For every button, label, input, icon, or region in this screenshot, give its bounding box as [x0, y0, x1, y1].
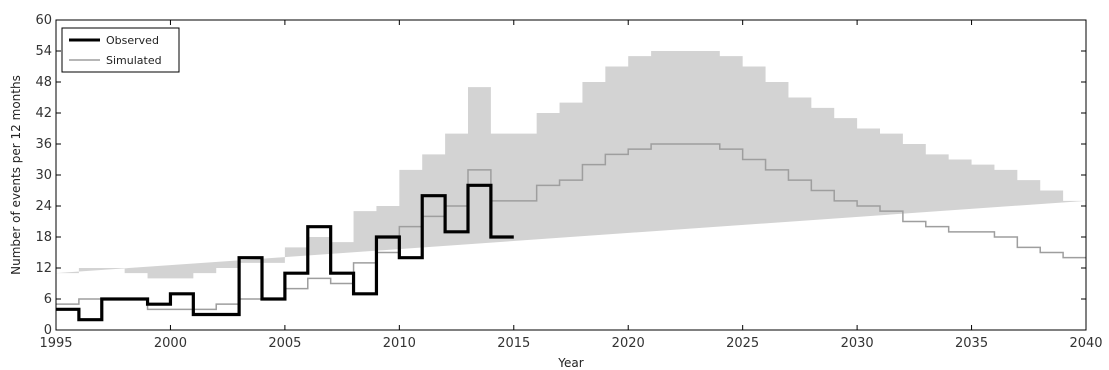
series-line-observed [56, 183, 514, 322]
y-tick-label: 48 [35, 75, 52, 90]
x-tick-label: 2010 [383, 336, 416, 351]
x-tick-label: 2025 [726, 336, 759, 351]
x-axis: 1995 2000 2005 2010 2015 2020 2025 2030 2035 2040 [39, 20, 1103, 351]
x-tick-label: 2005 [268, 336, 301, 351]
y-tick-label: 30 [35, 168, 52, 183]
y-axis-label: Number of events per 12 months [9, 75, 23, 275]
y-tick-label: 0 [44, 323, 52, 338]
legend: Observed Simulated [61, 27, 180, 73]
y-tick-label: 6 [44, 292, 52, 307]
y-tick-label: 36 [35, 137, 52, 152]
simulated-uncertainty-band [56, 51, 1086, 279]
x-tick-label: 2020 [612, 336, 645, 351]
legend-label-simulated: Simulated [106, 54, 162, 67]
x-tick-label: 2030 [841, 336, 874, 351]
x-tick-label: 2000 [154, 336, 187, 351]
y-tick-label: 54 [35, 44, 52, 59]
x-tick-label: 2035 [955, 336, 988, 351]
band-area [56, 51, 1086, 279]
legend-box [61, 27, 180, 73]
y-tick-label: 18 [35, 230, 52, 245]
x-tick-label: 2040 [1069, 336, 1102, 351]
y-tick-label: 12 [35, 261, 52, 276]
y-axis: 0 6 12 18 24 30 36 42 48 54 60 [35, 13, 1086, 338]
legend-label-observed: Observed [106, 34, 159, 47]
series-layer [56, 143, 1086, 322]
y-tick-label: 60 [35, 13, 52, 28]
x-tick-label: 1995 [39, 336, 72, 351]
y-tick-label: 24 [35, 199, 52, 214]
x-axis-label: Year [557, 356, 583, 370]
x-tick-label: 2015 [497, 336, 530, 351]
y-tick-label: 42 [35, 106, 52, 121]
